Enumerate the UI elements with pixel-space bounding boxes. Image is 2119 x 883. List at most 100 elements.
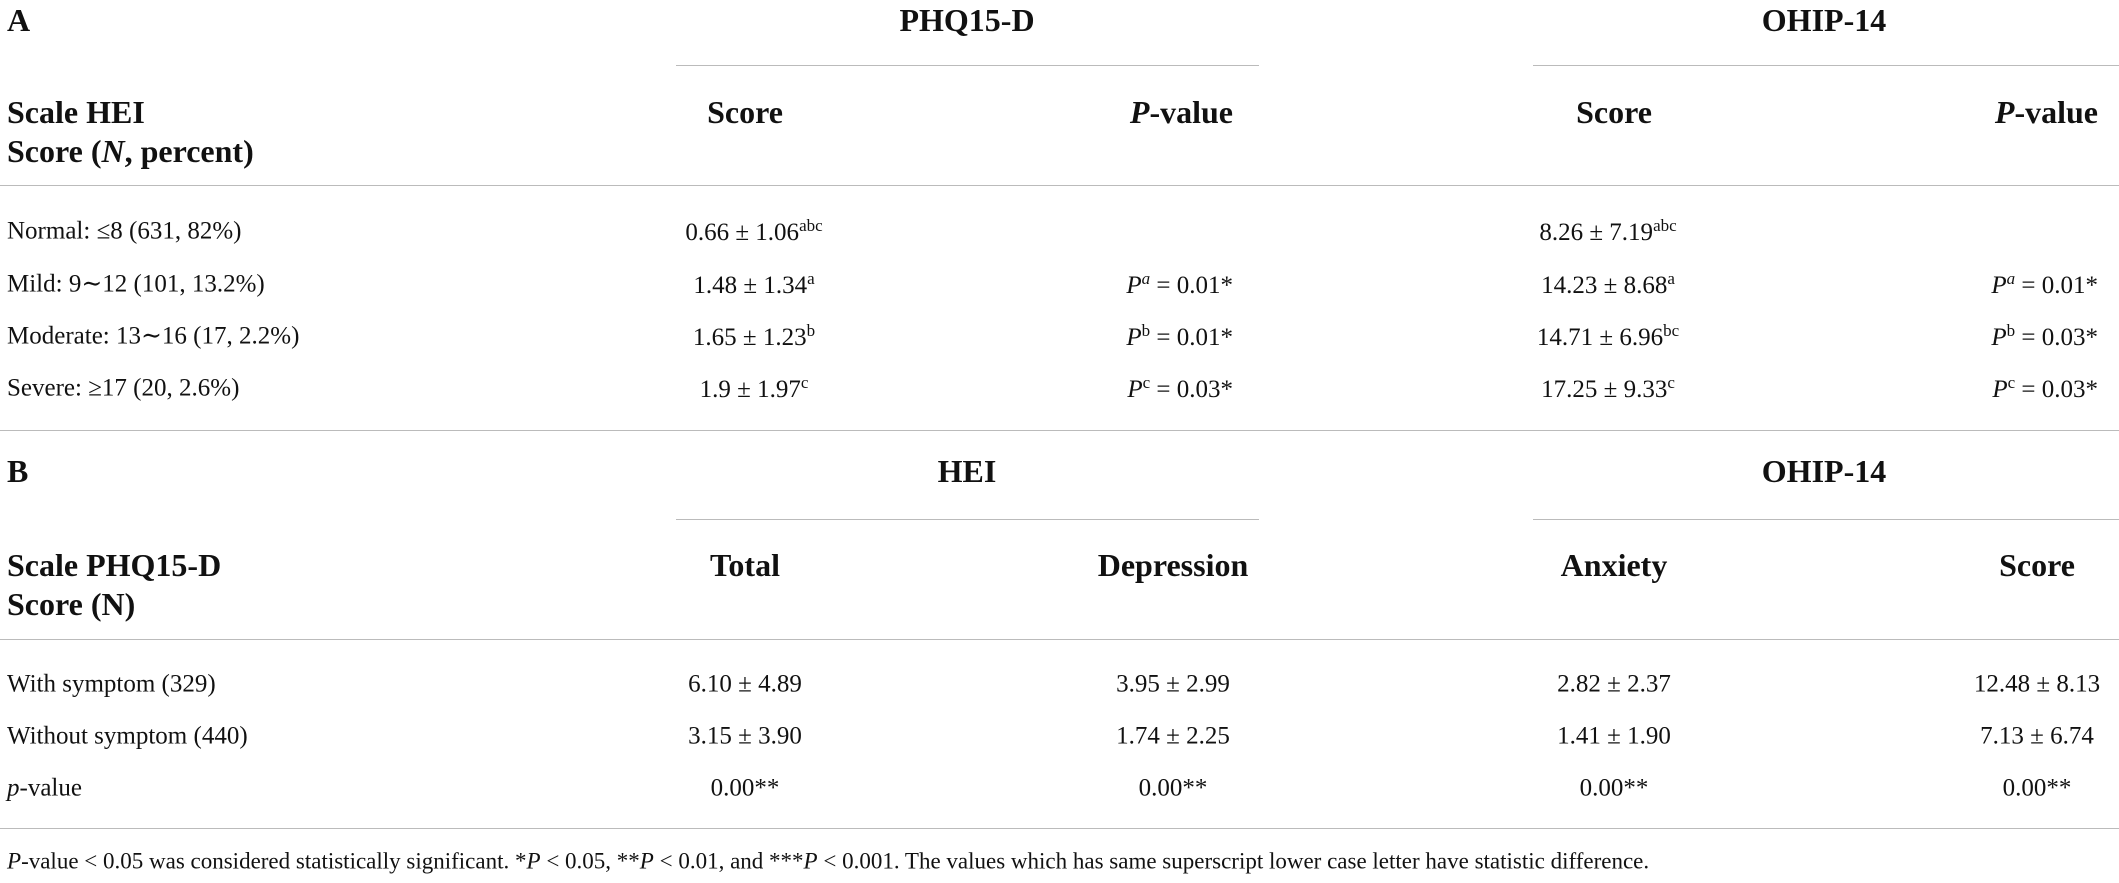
text-run: < 0.01, and *** — [653, 848, 804, 874]
row-label: Moderate: 13∼16 (17, 2.2%) — [7, 322, 300, 350]
group-header: OHIP-14 — [1761, 453, 1887, 489]
row-label: Mild: 9∼12 (101, 13.2%) — [7, 270, 265, 298]
text-run: 0.66 ± 1.06 — [685, 219, 800, 247]
text-run: = 0.01* — [1150, 272, 1233, 300]
cell: 3.95 ± 2.99 — [1116, 670, 1230, 698]
footnote: P-value < 0.05 was considered statistica… — [7, 850, 1649, 873]
cell: 14.71 ± 6.96bc — [1537, 322, 1679, 350]
superscript: a — [807, 268, 815, 288]
text-run: p — [7, 774, 20, 802]
group-underline — [1533, 65, 2119, 66]
cell: 14.23 ± 8.68a — [1541, 270, 1675, 298]
column-header: Anxiety — [1560, 547, 1668, 583]
text-run: P — [1126, 272, 1142, 300]
cell: 2.82 ± 2.37 — [1557, 670, 1671, 698]
text-run: < 0.05, ** — [540, 848, 640, 874]
text-run: P — [639, 848, 654, 874]
row-label: p-value — [7, 776, 82, 801]
text-run: = 0.03* — [2015, 324, 2098, 352]
superscript: c — [2007, 372, 2016, 392]
text-run: 14.23 ± 8.68 — [1541, 272, 1668, 300]
superscript: a — [2006, 268, 2016, 288]
cell: 6.10 ± 4.89 — [688, 670, 802, 698]
cell: Pa = 0.01* — [1126, 270, 1233, 298]
text-run: = 0.03* — [2015, 376, 2098, 404]
superscript: b — [2006, 320, 2016, 340]
row-label: Without symptom (440) — [7, 722, 248, 750]
text-run: P — [7, 848, 22, 874]
cell: 7.13 ± 6.74 — [1980, 722, 2094, 750]
text-run: P — [803, 848, 818, 874]
row-divider — [0, 430, 2119, 431]
superscript: a — [1667, 268, 1675, 288]
cell: 1.65 ± 1.23b — [693, 322, 815, 350]
text-run: P — [1126, 324, 1142, 352]
text-run: = 0.01* — [2015, 272, 2098, 300]
row-label: Normal: ≤8 (631, 82%) — [7, 217, 242, 245]
superscript: a — [1141, 268, 1151, 288]
cell: 0.00** — [1579, 774, 1649, 802]
text-run: = 0.03* — [1150, 376, 1233, 404]
text-run: P — [1129, 94, 1150, 130]
text-run: 1.65 ± 1.23 — [692, 324, 807, 352]
row-header: Score (N) — [7, 586, 136, 622]
row-header: Scale HEI — [7, 94, 145, 130]
text-run: = 0.01* — [1150, 324, 1233, 352]
text-run: P — [1991, 272, 2007, 300]
column-header: Depression — [1097, 547, 1249, 583]
group-underline — [676, 519, 1259, 520]
text-run: 1.48 ± 1.34 — [693, 272, 808, 300]
text-run: N — [101, 133, 125, 169]
text-run: P — [1992, 376, 2008, 404]
row-label: With symptom (329) — [7, 670, 216, 698]
cell: 0.66 ± 1.06abc — [685, 217, 822, 245]
text-run: 8.26 ± 7.19 — [1539, 219, 1654, 247]
cell: Pb = 0.03* — [1991, 322, 2098, 350]
text-run: P — [1994, 94, 2015, 130]
text-run: P — [526, 848, 541, 874]
cell: 0.00** — [710, 774, 780, 802]
cell: 1.74 ± 2.25 — [1116, 722, 1230, 750]
text-run: < 0.001. The values which has same super… — [817, 848, 1650, 874]
text-run: -value — [2014, 94, 2098, 130]
column-header: P-value — [1995, 96, 2098, 128]
row-header: Score (N, percent) — [7, 135, 254, 167]
text-run: P — [1127, 376, 1143, 404]
cell: 1.48 ± 1.34a — [693, 270, 814, 298]
cell: Pb = 0.01* — [1126, 322, 1233, 350]
cell: 0.00** — [1138, 774, 1208, 802]
column-header: Total — [710, 547, 780, 583]
row-divider — [0, 185, 2119, 186]
cell: Pa = 0.01* — [1991, 270, 2098, 298]
row-divider — [0, 828, 2119, 829]
cell: 8.26 ± 7.19abc — [1539, 217, 1676, 245]
cell: 1.41 ± 1.90 — [1557, 722, 1671, 750]
section-label: B — [7, 453, 29, 489]
text-run: 14.71 ± 6.96 — [1536, 324, 1664, 352]
cell: 0.00** — [2002, 774, 2072, 802]
column-header: Score — [1576, 94, 1652, 130]
superscript: bc — [1663, 320, 1680, 340]
group-underline — [1533, 519, 2119, 520]
superscript: c — [1142, 372, 1151, 392]
superscript: c — [1667, 372, 1675, 392]
cell: 12.48 ± 8.13 — [1973, 670, 2101, 698]
cell: 1.9 ± 1.97c — [700, 374, 809, 402]
cell: Pc = 0.03* — [1127, 374, 1233, 402]
text-run: 1.9 ± 1.97 — [699, 376, 801, 404]
row-header: Scale PHQ15-D — [7, 547, 222, 583]
superscript: c — [800, 372, 809, 392]
superscript: b — [806, 320, 816, 340]
text-run: P — [1991, 324, 2007, 352]
column-header: P-value — [1130, 96, 1233, 128]
group-underline — [676, 65, 1259, 66]
cell: 3.15 ± 3.90 — [688, 722, 802, 750]
text-run: -value — [19, 774, 82, 802]
group-header: HEI — [937, 453, 997, 489]
section-label: A — [7, 2, 31, 38]
cell: Pc = 0.03* — [1992, 374, 2098, 402]
text-run: 17.25 ± 9.33 — [1541, 376, 1668, 404]
row-divider — [0, 639, 2119, 640]
cell: 17.25 ± 9.33c — [1541, 374, 1675, 402]
